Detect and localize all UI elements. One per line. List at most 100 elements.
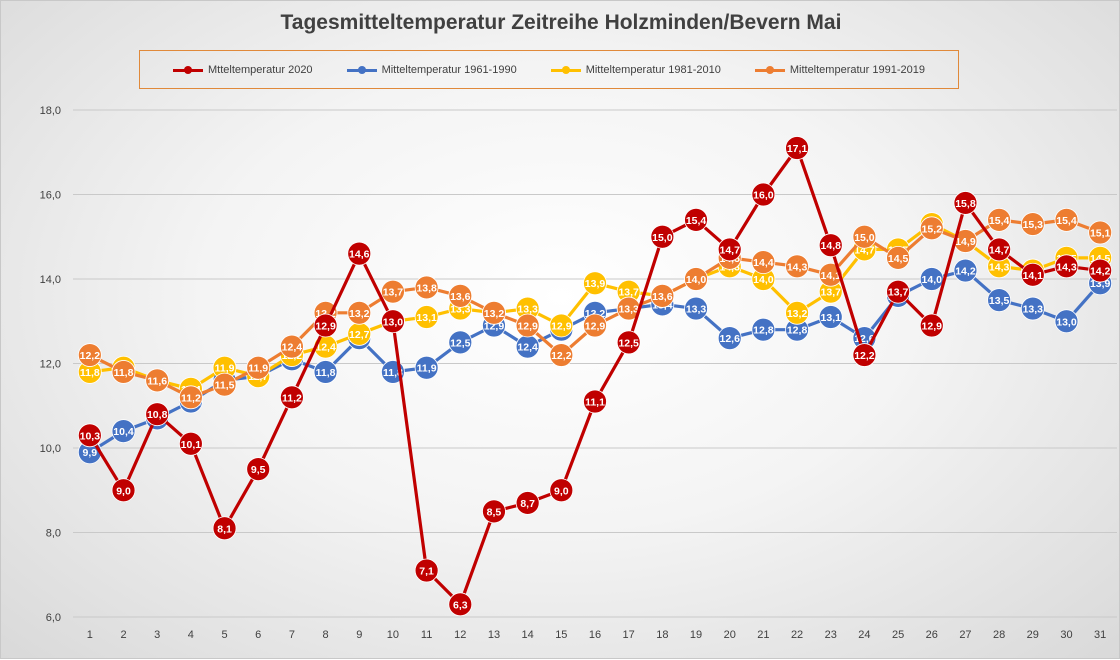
y-tick-label: 18,0 bbox=[40, 105, 61, 117]
data-point bbox=[414, 558, 439, 583]
data-label: 13,2 bbox=[787, 308, 808, 320]
data-point bbox=[347, 300, 372, 325]
legend: Mtteltemperatur 2020 Mitteltemperatur 19… bbox=[139, 50, 959, 89]
data-point bbox=[448, 592, 473, 617]
y-tick-label: 12,0 bbox=[40, 359, 61, 371]
data-point bbox=[178, 431, 203, 456]
data-label: 14,5 bbox=[888, 253, 909, 265]
data-label: 12,4 bbox=[315, 342, 336, 354]
data-label: 10,4 bbox=[113, 426, 134, 438]
legend-item-1991-2019: Mitteltemperatur 1991-2019 bbox=[754, 64, 925, 76]
data-point bbox=[583, 271, 607, 296]
data-point bbox=[246, 355, 271, 380]
data-point bbox=[751, 182, 776, 207]
data-label: 12,2 bbox=[80, 350, 101, 362]
data-label: 13,6 bbox=[652, 291, 673, 303]
data-point bbox=[482, 499, 506, 524]
data-point bbox=[448, 283, 473, 308]
x-tick-label: 30 bbox=[1060, 629, 1072, 641]
y-tick-label: 16,0 bbox=[40, 190, 61, 202]
data-label: 9,0 bbox=[554, 485, 569, 497]
x-tick-label: 26 bbox=[926, 629, 938, 641]
x-tick-label: 5 bbox=[221, 629, 227, 641]
data-point bbox=[246, 457, 271, 482]
data-label: 11,2 bbox=[181, 392, 201, 404]
data-label: 13,3 bbox=[517, 304, 538, 316]
data-point bbox=[919, 216, 944, 241]
data-point bbox=[684, 296, 708, 321]
y-tick-label: 8,0 bbox=[46, 528, 61, 540]
data-label: 7,1 bbox=[419, 566, 434, 578]
x-tick-label: 17 bbox=[623, 629, 635, 641]
data-point bbox=[785, 300, 809, 325]
data-label: 15,1 bbox=[1090, 228, 1111, 240]
data-label: 13,9 bbox=[585, 278, 606, 290]
legend-item-1981-2010: Mitteltemperatur 1981-2010 bbox=[550, 64, 721, 76]
legend-marker bbox=[184, 65, 192, 74]
x-tick-label: 23 bbox=[825, 629, 837, 641]
data-point bbox=[414, 305, 439, 329]
x-tick-label: 3 bbox=[154, 629, 160, 641]
data-point bbox=[583, 313, 607, 338]
data-label: 14,2 bbox=[1090, 266, 1111, 278]
data-point bbox=[381, 309, 405, 334]
data-label: 14,3 bbox=[787, 261, 808, 273]
data-label: 12,4 bbox=[282, 342, 303, 354]
x-tick-label: 10 bbox=[387, 629, 399, 641]
legend-marker bbox=[357, 65, 366, 74]
data-label: 14,7 bbox=[719, 244, 740, 256]
data-label: 14,3 bbox=[1056, 261, 1077, 273]
chart-title: Tagesmitteltemperatur Zeitreihe Holzmind… bbox=[280, 11, 842, 34]
x-tick-label: 24 bbox=[858, 629, 870, 641]
data-point bbox=[650, 224, 675, 249]
data-label: 11,9 bbox=[248, 363, 268, 375]
data-point bbox=[178, 385, 203, 410]
data-point bbox=[684, 207, 708, 232]
data-point bbox=[987, 288, 1012, 313]
x-tick-label: 25 bbox=[892, 629, 904, 641]
data-point bbox=[212, 516, 237, 541]
x-tick-label: 15 bbox=[555, 629, 567, 641]
series-line-0 bbox=[88, 269, 1102, 454]
x-tick-label: 29 bbox=[1027, 629, 1039, 641]
data-label: 15,3 bbox=[1023, 219, 1044, 231]
data-label: 12,5 bbox=[618, 337, 639, 349]
data-label: 15,0 bbox=[854, 232, 875, 244]
data-label: 12,2 bbox=[854, 350, 875, 362]
data-point bbox=[1088, 258, 1113, 283]
x-tick-label: 4 bbox=[188, 629, 194, 641]
data-label: 10,3 bbox=[80, 430, 101, 442]
legend-item-2020: Mtteltemperatur 2020 bbox=[173, 64, 313, 76]
x-tick-label: 16 bbox=[589, 629, 601, 641]
data-label: 8,7 bbox=[520, 498, 535, 510]
data-label: 11,6 bbox=[147, 375, 167, 387]
data-label: 11,2 bbox=[282, 392, 302, 404]
data-label: 11,9 bbox=[215, 363, 235, 375]
data-label: 8,5 bbox=[487, 506, 502, 518]
x-tick-label: 9 bbox=[356, 629, 362, 641]
data-label: 10,1 bbox=[181, 439, 202, 451]
y-tick-label: 10,0 bbox=[40, 443, 61, 455]
data-label: 9,0 bbox=[116, 485, 131, 497]
data-point bbox=[448, 330, 473, 355]
data-label: 13,6 bbox=[450, 291, 471, 303]
data-label: 15,2 bbox=[922, 223, 943, 235]
data-point bbox=[280, 334, 304, 359]
data-label: 13,3 bbox=[686, 304, 707, 316]
data-label: 13,7 bbox=[383, 287, 404, 299]
data-point bbox=[77, 423, 102, 448]
data-label: 14,1 bbox=[821, 270, 842, 282]
x-tick-label: 14 bbox=[522, 629, 534, 641]
data-point bbox=[1054, 309, 1079, 334]
data-point bbox=[482, 300, 506, 325]
data-point bbox=[313, 360, 338, 384]
data-label: 11,8 bbox=[114, 367, 134, 379]
data-point bbox=[583, 389, 607, 414]
data-label: 13,3 bbox=[1023, 304, 1044, 316]
data-point bbox=[852, 224, 877, 249]
data-point bbox=[886, 245, 910, 270]
x-tick-label: 2 bbox=[120, 629, 126, 641]
data-point bbox=[987, 237, 1012, 262]
data-label: 11,9 bbox=[417, 363, 437, 375]
